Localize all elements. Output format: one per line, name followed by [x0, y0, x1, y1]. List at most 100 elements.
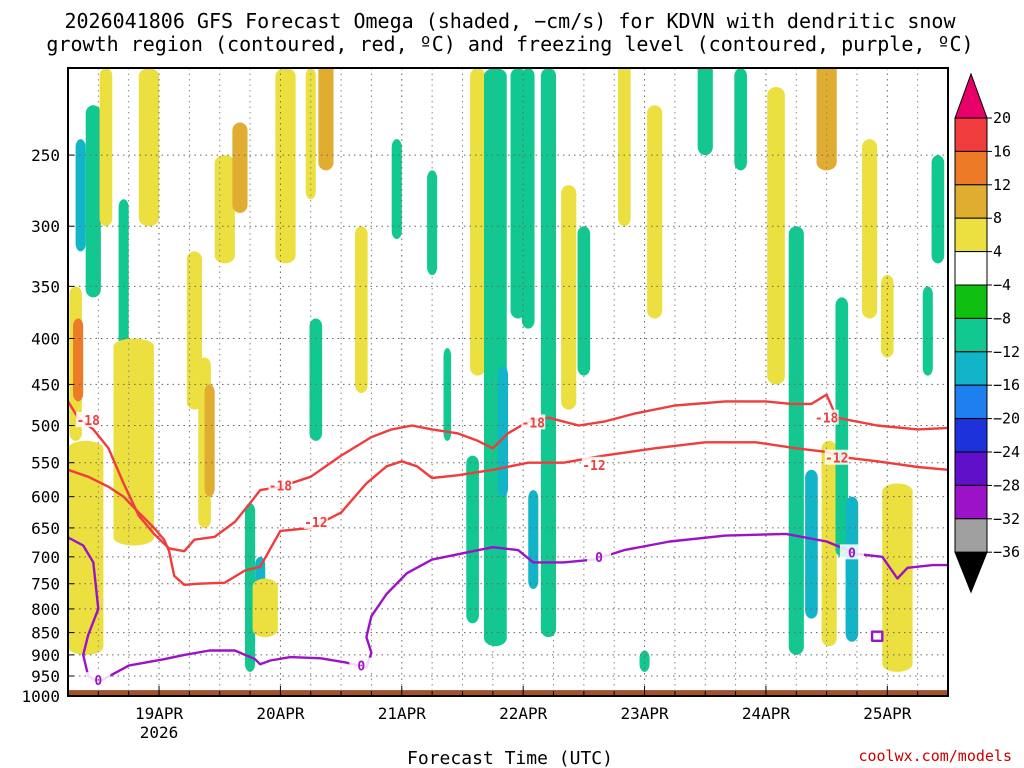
- colorbar-min-triangle: [954, 551, 988, 594]
- contour-label: -18: [269, 479, 293, 494]
- omega-cell: [561, 185, 577, 410]
- omega-cell: [528, 490, 539, 589]
- y-tick-label: 950: [31, 667, 60, 686]
- omega-cell: [275, 68, 296, 264]
- colorbar-label: −4: [993, 276, 1011, 294]
- omega-cell: [355, 226, 368, 393]
- omega-cell: [466, 455, 479, 624]
- colorbar-segment: [954, 251, 988, 286]
- omega-cell: [113, 338, 154, 546]
- omega-cell: [618, 68, 631, 227]
- ground-terrain: [68, 690, 948, 696]
- contour-label: -18: [76, 414, 100, 429]
- colorbar-segment: [954, 451, 988, 486]
- contour-label-bg: [76, 412, 101, 428]
- colorbar-label: −20: [993, 410, 1020, 428]
- y-tick-label: 450: [31, 375, 60, 394]
- contour-label: -18: [522, 416, 546, 431]
- colorbar-segment: [954, 484, 988, 520]
- colorbar-segment: [954, 384, 988, 420]
- colorbar-segment: [954, 184, 988, 219]
- colorbar-segment: [954, 117, 988, 152]
- contour-label-bg: [587, 548, 612, 564]
- x-tick-label: 25APR: [863, 704, 912, 723]
- colorbar-label: −16: [993, 376, 1020, 394]
- omega-cell: [767, 87, 785, 385]
- colorbar-label: −8: [993, 309, 1011, 327]
- temperature-contours: -18 -18 -18 -18 -12 -12 -12 0 0 0 0: [68, 393, 948, 689]
- contour-line: [68, 441, 948, 586]
- omega-cell: [470, 68, 486, 376]
- x-tick-label: 23APR: [620, 704, 669, 723]
- contour-label-bg: [86, 672, 111, 688]
- y-tick-label: 750: [31, 575, 60, 594]
- omega-cell: [931, 155, 945, 264]
- omega-cell: [483, 68, 507, 647]
- chart-title-line-1: 2026041806 GFS Forecast Omega (shaded, −…: [64, 9, 956, 33]
- y-tick-label: 850: [31, 624, 60, 643]
- y-tick-label: 600: [31, 488, 60, 507]
- colorbar-segment: [954, 518, 988, 553]
- x-axis: 19APR 20APR 21APR 22APR 23APR 24APR 25APR: [97, 686, 919, 723]
- colorbar-label: −32: [993, 510, 1020, 528]
- omega-cell: [443, 348, 452, 441]
- omega-cell: [204, 384, 215, 497]
- colorbar-label: −12: [993, 343, 1020, 361]
- omega-cell: [138, 68, 160, 227]
- x-tick-label: 20APR: [256, 704, 305, 723]
- y-tick-label: 1000: [21, 687, 60, 706]
- omega-cell: [214, 155, 235, 264]
- contour-label-bg: [814, 409, 839, 425]
- omega-cell: [318, 68, 334, 171]
- omega-cell: [252, 578, 278, 638]
- colorbar-segment: [954, 418, 988, 453]
- y-tick-label: 350: [31, 277, 60, 296]
- y-axis: 250 300 350 400 450 500 550 600 650 700 750 800 850 9…: [21, 146, 74, 706]
- y-tick-label: 650: [31, 519, 60, 538]
- colorbar-label: −28: [993, 476, 1020, 494]
- omega-cell: [697, 68, 713, 156]
- chart-title-line-2: growth region (contoured, red, ºC) and f…: [46, 32, 973, 56]
- y-tick-label: 550: [31, 454, 60, 473]
- y-tick-label: 700: [31, 548, 60, 567]
- colorbar-label: 4: [993, 243, 1002, 261]
- colorbar-label: 20: [993, 109, 1011, 127]
- omega-cell: [305, 68, 316, 200]
- y-tick-label: 900: [31, 646, 60, 665]
- colorbar-segment: [954, 150, 988, 186]
- contour-label: -18: [815, 412, 839, 427]
- contour-line: [870, 630, 884, 642]
- omega-cell: [497, 366, 508, 497]
- contour-label-bg: [839, 544, 864, 560]
- contour-label-bg: [349, 657, 374, 673]
- plot-frame: [67, 67, 949, 697]
- omega-cell: [186, 251, 203, 410]
- x-axis-label: Forecast Time (UTC): [407, 748, 613, 768]
- omega-cell: [85, 105, 101, 298]
- y-tick-label: 250: [31, 146, 60, 165]
- omega-cell: [805, 469, 818, 619]
- ground-fill: [68, 690, 948, 696]
- omega-cell: [845, 496, 859, 642]
- contour-label-bg: [824, 449, 849, 465]
- colorbar-max-triangle: [954, 72, 988, 119]
- omega-cell: [577, 226, 591, 376]
- omega-cell: [734, 68, 747, 171]
- credit-text: coolwx.com/models: [858, 747, 1012, 765]
- colorbar: 20 16 12 8 4 −4 −8 −12 −16 −20 −24 −28 −32 −36: [954, 72, 1020, 594]
- contour-label-bg: [521, 414, 546, 430]
- omega-cell: [835, 297, 849, 557]
- omega-cell: [118, 199, 129, 385]
- colorbar-label: 16: [993, 142, 1011, 160]
- x-tick-label: 21APR: [378, 704, 427, 723]
- contour-line: [68, 393, 948, 553]
- x-tick-label: 24APR: [742, 704, 791, 723]
- omega-cell: [391, 139, 402, 240]
- colorbar-segment: [954, 217, 988, 253]
- omega-cell: [816, 68, 837, 171]
- omega-cell: [788, 226, 804, 655]
- omega-cell: [521, 68, 535, 329]
- colorbar-label: 12: [993, 176, 1011, 194]
- contour-label-bg: [268, 477, 293, 493]
